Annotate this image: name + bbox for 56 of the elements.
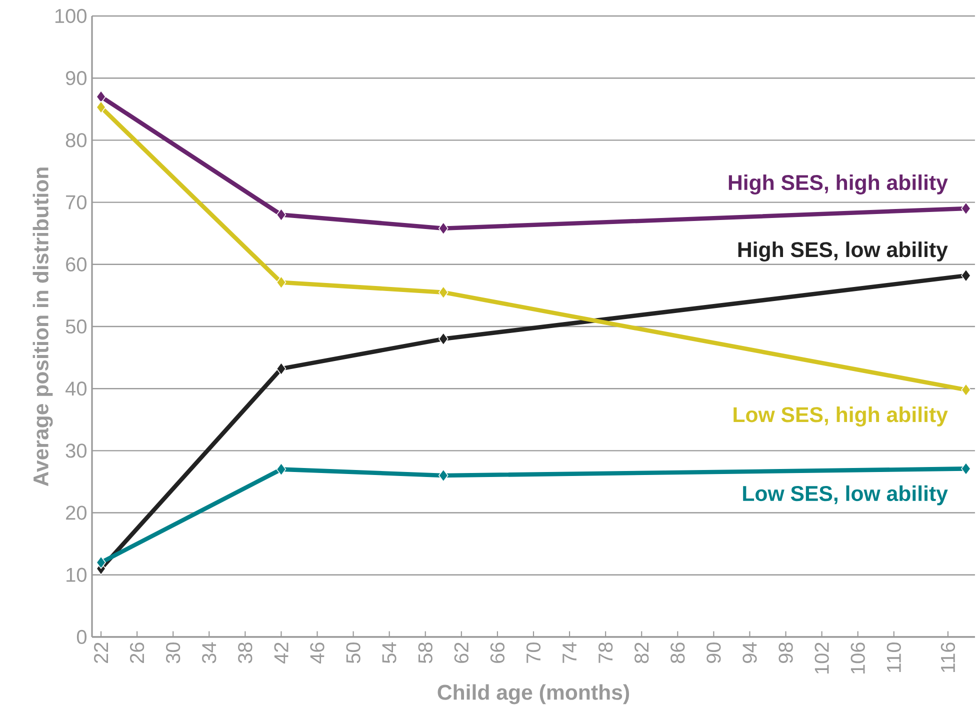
point	[96, 100, 106, 114]
y-axis-title: Average position in distribution	[32, 168, 53, 486]
x-tick-label: 110	[886, 642, 901, 672]
x-tick-label: 98	[778, 642, 793, 663]
point	[438, 222, 448, 235]
point	[96, 556, 106, 569]
y-tick-label: 40	[66, 382, 86, 396]
series-label: Low SES, high ability	[734, 406, 948, 427]
y-tick-label: 0	[76, 630, 86, 644]
x-tick-label: 66	[490, 642, 505, 663]
point	[96, 90, 106, 104]
x-tick-label: 78	[598, 642, 613, 663]
x-tick-label: 30	[166, 642, 180, 664]
x-tick-label: 50	[346, 642, 360, 664]
x-tick-label: 38	[238, 642, 252, 664]
point	[276, 462, 286, 476]
point	[438, 332, 448, 346]
series-label: High SES, high ability	[728, 174, 948, 194]
x-tick-label: 74	[562, 642, 576, 663]
x-tick-label: 22	[94, 642, 108, 663]
x-tick-label: 90	[706, 642, 721, 663]
y-tick-label: 70	[66, 195, 86, 210]
point	[438, 469, 448, 482]
point	[276, 362, 286, 376]
y-tick-label: 90	[66, 71, 86, 86]
point	[438, 286, 448, 299]
y-tick-label: 60	[66, 257, 86, 272]
y-tick-label: 80	[66, 133, 86, 148]
point	[961, 202, 971, 215]
x-tick-label: 58	[418, 642, 432, 664]
x-tick-label: 70	[526, 642, 541, 663]
series-label: High SES, low ability	[738, 242, 948, 262]
x-tick-label: 116	[940, 642, 956, 672]
point	[276, 208, 286, 222]
x-tick-label: 86	[670, 642, 685, 664]
x-tick-label: 34	[202, 642, 216, 664]
y-tick-label: 20	[66, 506, 86, 520]
y-tick-label: 10	[66, 568, 86, 582]
x-tick-label: 26	[130, 642, 144, 663]
series-label: Low SES, low ability	[743, 485, 948, 506]
y-tick-label: 50	[66, 319, 86, 334]
x-tick-label: 94	[742, 642, 757, 663]
point	[961, 269, 971, 282]
x-tick-label: 62	[454, 642, 468, 663]
y-tick-label: 100	[55, 8, 86, 24]
x-tick-label: 54	[382, 642, 396, 664]
point	[961, 383, 971, 396]
x-tick-label: 82	[634, 642, 649, 664]
point	[961, 462, 971, 476]
x-axis-title: Child age (months)	[438, 684, 630, 704]
x-tick-label: 102	[814, 642, 829, 674]
x-tick-label: 42	[274, 642, 288, 664]
x-tick-label: 106	[850, 642, 865, 674]
point	[276, 276, 286, 289]
x-tick-label: 46	[310, 642, 324, 664]
y-tick-label: 30	[66, 444, 86, 458]
